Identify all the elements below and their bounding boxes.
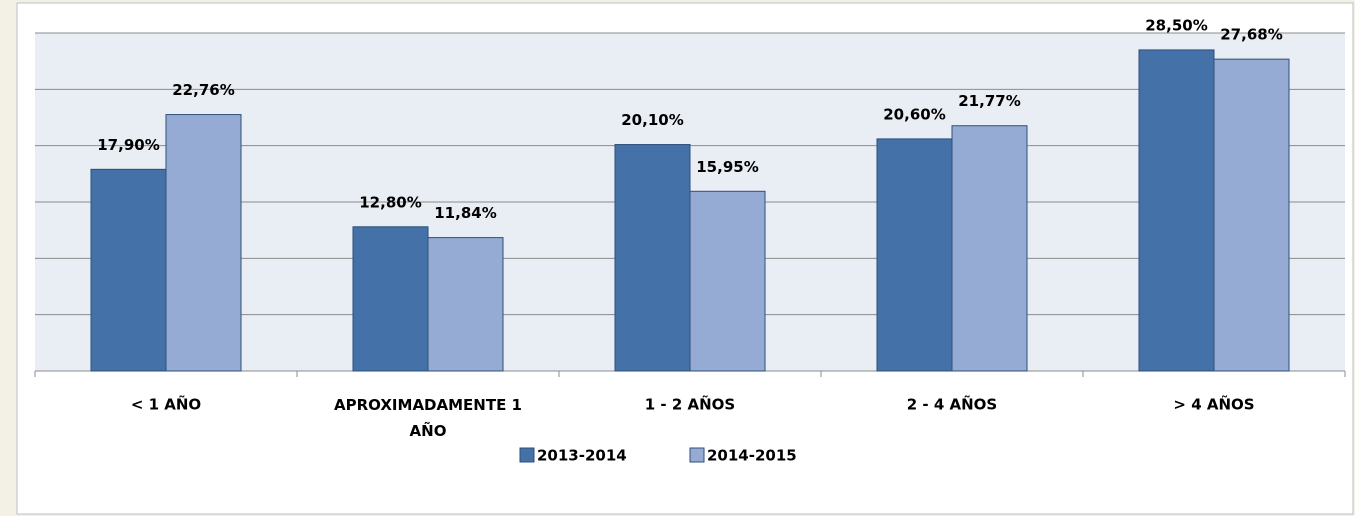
bar xyxy=(165,114,242,372)
x-tick-label: 2 - 4 AÑOS xyxy=(907,395,997,414)
legend-label: 2013-2014 xyxy=(537,447,627,465)
bar xyxy=(689,190,766,372)
data-label: 28,50% xyxy=(1145,16,1207,34)
data-label: 17,90% xyxy=(97,136,159,154)
bar xyxy=(876,138,953,372)
x-tick-label: 1 - 2 AÑOS xyxy=(645,395,735,414)
data-label: 12,80% xyxy=(359,193,421,211)
bar xyxy=(951,125,1028,372)
bar xyxy=(1138,49,1215,372)
data-label: 22,76% xyxy=(172,81,234,99)
x-tick-label: > 4 AÑOS xyxy=(1173,395,1254,414)
legend-swatch xyxy=(519,447,535,463)
x-tick-label: APROXIMADAMENTE 1 AÑO xyxy=(334,396,522,440)
x-tick-label: < 1 AÑO xyxy=(131,395,201,414)
label-line: APROXIMADAMENTE 1 xyxy=(334,396,522,414)
data-label: 20,60% xyxy=(883,105,945,123)
bar xyxy=(427,237,504,372)
bar xyxy=(614,144,691,372)
data-label: 15,95% xyxy=(696,158,758,176)
label-line: AÑO xyxy=(410,421,447,440)
data-label: 21,77% xyxy=(958,92,1020,110)
bar xyxy=(90,168,167,372)
data-label: 11,84% xyxy=(434,204,496,222)
legend-swatch xyxy=(689,447,705,463)
data-label: 20,10% xyxy=(621,111,683,129)
legend-label: 2014-2015 xyxy=(707,447,797,465)
data-label: 27,68% xyxy=(1220,26,1282,44)
bar xyxy=(1213,58,1290,372)
bar xyxy=(352,226,429,372)
